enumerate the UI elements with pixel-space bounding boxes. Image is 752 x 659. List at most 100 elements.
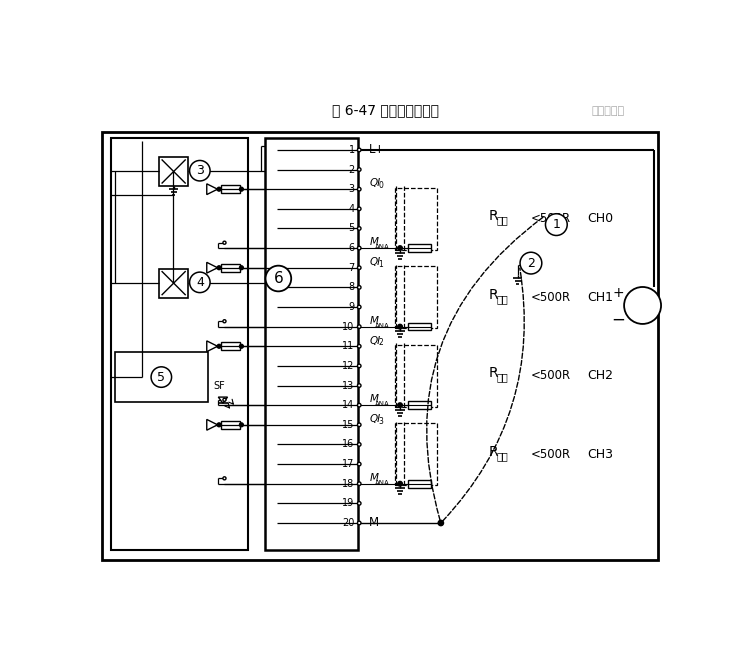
Text: M: M — [369, 237, 378, 247]
Circle shape — [217, 345, 221, 348]
Text: −: − — [611, 310, 625, 328]
Text: 8: 8 — [348, 282, 355, 293]
Circle shape — [239, 187, 244, 191]
Bar — [395, 345, 437, 407]
Text: 1: 1 — [378, 260, 384, 268]
Text: ANA: ANA — [375, 480, 390, 486]
Bar — [159, 268, 188, 298]
Text: 12: 12 — [342, 361, 355, 371]
Text: 6: 6 — [274, 271, 284, 286]
Text: ANA: ANA — [375, 323, 390, 329]
Circle shape — [217, 423, 221, 427]
Text: 3: 3 — [196, 164, 204, 177]
Bar — [408, 480, 431, 488]
Text: 20: 20 — [342, 518, 355, 528]
Text: 14: 14 — [342, 400, 355, 410]
Circle shape — [223, 398, 226, 401]
Circle shape — [217, 187, 221, 191]
Circle shape — [217, 266, 221, 270]
Text: R: R — [489, 288, 499, 302]
Text: 负载: 负载 — [496, 294, 508, 304]
Circle shape — [357, 285, 361, 289]
Circle shape — [357, 384, 361, 387]
Circle shape — [357, 246, 361, 250]
Circle shape — [357, 168, 361, 171]
Text: 2: 2 — [378, 338, 384, 347]
Polygon shape — [218, 397, 228, 403]
Text: 24 V: 24 V — [630, 305, 655, 315]
Circle shape — [357, 325, 361, 328]
Text: 18: 18 — [342, 478, 355, 489]
Bar — [220, 421, 240, 428]
Text: ANA: ANA — [375, 244, 390, 250]
Text: QI: QI — [369, 335, 381, 345]
Polygon shape — [207, 184, 217, 194]
Text: 1: 1 — [348, 145, 355, 155]
Text: 7: 7 — [348, 263, 355, 273]
Circle shape — [398, 403, 402, 407]
Circle shape — [438, 521, 444, 526]
Text: M: M — [369, 517, 379, 529]
Bar — [220, 185, 240, 193]
Text: 6: 6 — [348, 243, 355, 253]
Text: 工控资料屋: 工控资料屋 — [591, 105, 624, 115]
Text: 15: 15 — [342, 420, 355, 430]
Circle shape — [357, 266, 361, 270]
Text: <500R: <500R — [531, 447, 571, 461]
Text: 负载: 负载 — [496, 215, 508, 225]
Text: 3: 3 — [378, 416, 384, 426]
Text: M: M — [369, 316, 378, 326]
Bar — [220, 264, 240, 272]
Circle shape — [624, 287, 661, 324]
Circle shape — [357, 148, 361, 152]
Text: <500R: <500R — [531, 369, 571, 382]
Text: R: R — [489, 210, 499, 223]
Text: 图 6-47 接线图与方框图: 图 6-47 接线图与方框图 — [332, 103, 439, 118]
Text: 负载: 负载 — [496, 451, 508, 461]
Circle shape — [357, 443, 361, 446]
Bar — [102, 132, 658, 559]
Circle shape — [357, 403, 361, 407]
Text: 负载: 负载 — [496, 372, 508, 382]
Circle shape — [398, 246, 402, 250]
Circle shape — [357, 521, 361, 525]
Circle shape — [357, 463, 361, 466]
Text: CH1: CH1 — [587, 291, 613, 304]
Bar — [395, 188, 437, 250]
Text: 19: 19 — [342, 498, 355, 508]
Circle shape — [239, 345, 244, 348]
Text: 13: 13 — [342, 380, 355, 391]
Circle shape — [223, 320, 226, 323]
FancyArrowPatch shape — [443, 268, 524, 521]
Circle shape — [357, 364, 361, 368]
FancyArrowPatch shape — [426, 217, 544, 521]
Text: 16: 16 — [342, 440, 355, 449]
Text: 0: 0 — [378, 181, 384, 190]
Text: 5: 5 — [348, 223, 355, 233]
Text: SF: SF — [214, 382, 225, 391]
Circle shape — [357, 207, 361, 211]
Circle shape — [398, 324, 402, 329]
Text: 4: 4 — [348, 204, 355, 214]
Text: 9: 9 — [348, 302, 355, 312]
Circle shape — [357, 187, 361, 191]
Text: +: + — [612, 286, 623, 300]
Text: 11: 11 — [342, 341, 355, 351]
Bar — [159, 157, 188, 186]
Bar — [220, 343, 240, 350]
Bar — [395, 423, 437, 485]
Text: QI: QI — [369, 414, 381, 424]
Circle shape — [357, 345, 361, 348]
Text: QI: QI — [369, 179, 381, 188]
Text: DC: DC — [635, 295, 650, 304]
Text: 1: 1 — [553, 218, 560, 231]
Circle shape — [398, 482, 402, 486]
Text: QI: QI — [369, 257, 381, 267]
Text: M: M — [369, 473, 378, 483]
Circle shape — [357, 305, 361, 309]
Text: 17: 17 — [342, 459, 355, 469]
Text: CH3: CH3 — [587, 447, 613, 461]
Text: M: M — [369, 394, 378, 405]
Bar — [265, 138, 358, 550]
Circle shape — [239, 423, 244, 427]
